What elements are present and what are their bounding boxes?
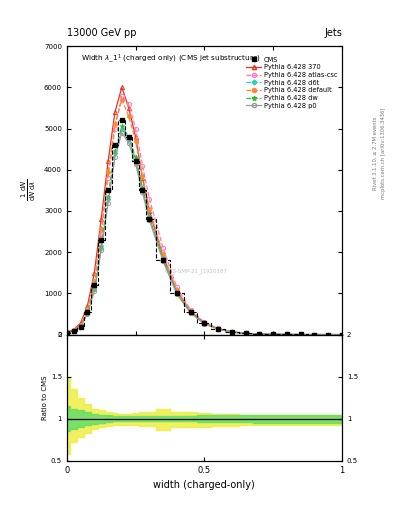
- Text: 13000 GeV pp: 13000 GeV pp: [67, 28, 136, 38]
- Text: Rivet 3.1.10, ≥ 2.7M events: Rivet 3.1.10, ≥ 2.7M events: [373, 117, 378, 190]
- Text: Width $\lambda\_1^1$ (charged only) (CMS jet substructure): Width $\lambda\_1^1$ (charged only) (CMS…: [81, 52, 261, 65]
- Y-axis label: Ratio to CMS: Ratio to CMS: [42, 375, 48, 420]
- Y-axis label: $\frac{1}{\mathrm{d}N}\frac{\mathrm{d}N}{\mathrm{d}\lambda}$: $\frac{1}{\mathrm{d}N}\frac{\mathrm{d}N}…: [20, 179, 39, 201]
- X-axis label: width (charged-only): width (charged-only): [154, 480, 255, 490]
- Text: mcplots.cern.ch [arXiv:1306.3436]: mcplots.cern.ch [arXiv:1306.3436]: [381, 108, 386, 199]
- Text: CMS-SMP-21_J1920187: CMS-SMP-21_J1920187: [165, 268, 228, 274]
- Legend: CMS, Pythia 6.428 370, Pythia 6.428 atlas-csc, Pythia 6.428 d6t, Pythia 6.428 de: CMS, Pythia 6.428 370, Pythia 6.428 atla…: [245, 55, 339, 110]
- Text: Jets: Jets: [324, 28, 342, 38]
